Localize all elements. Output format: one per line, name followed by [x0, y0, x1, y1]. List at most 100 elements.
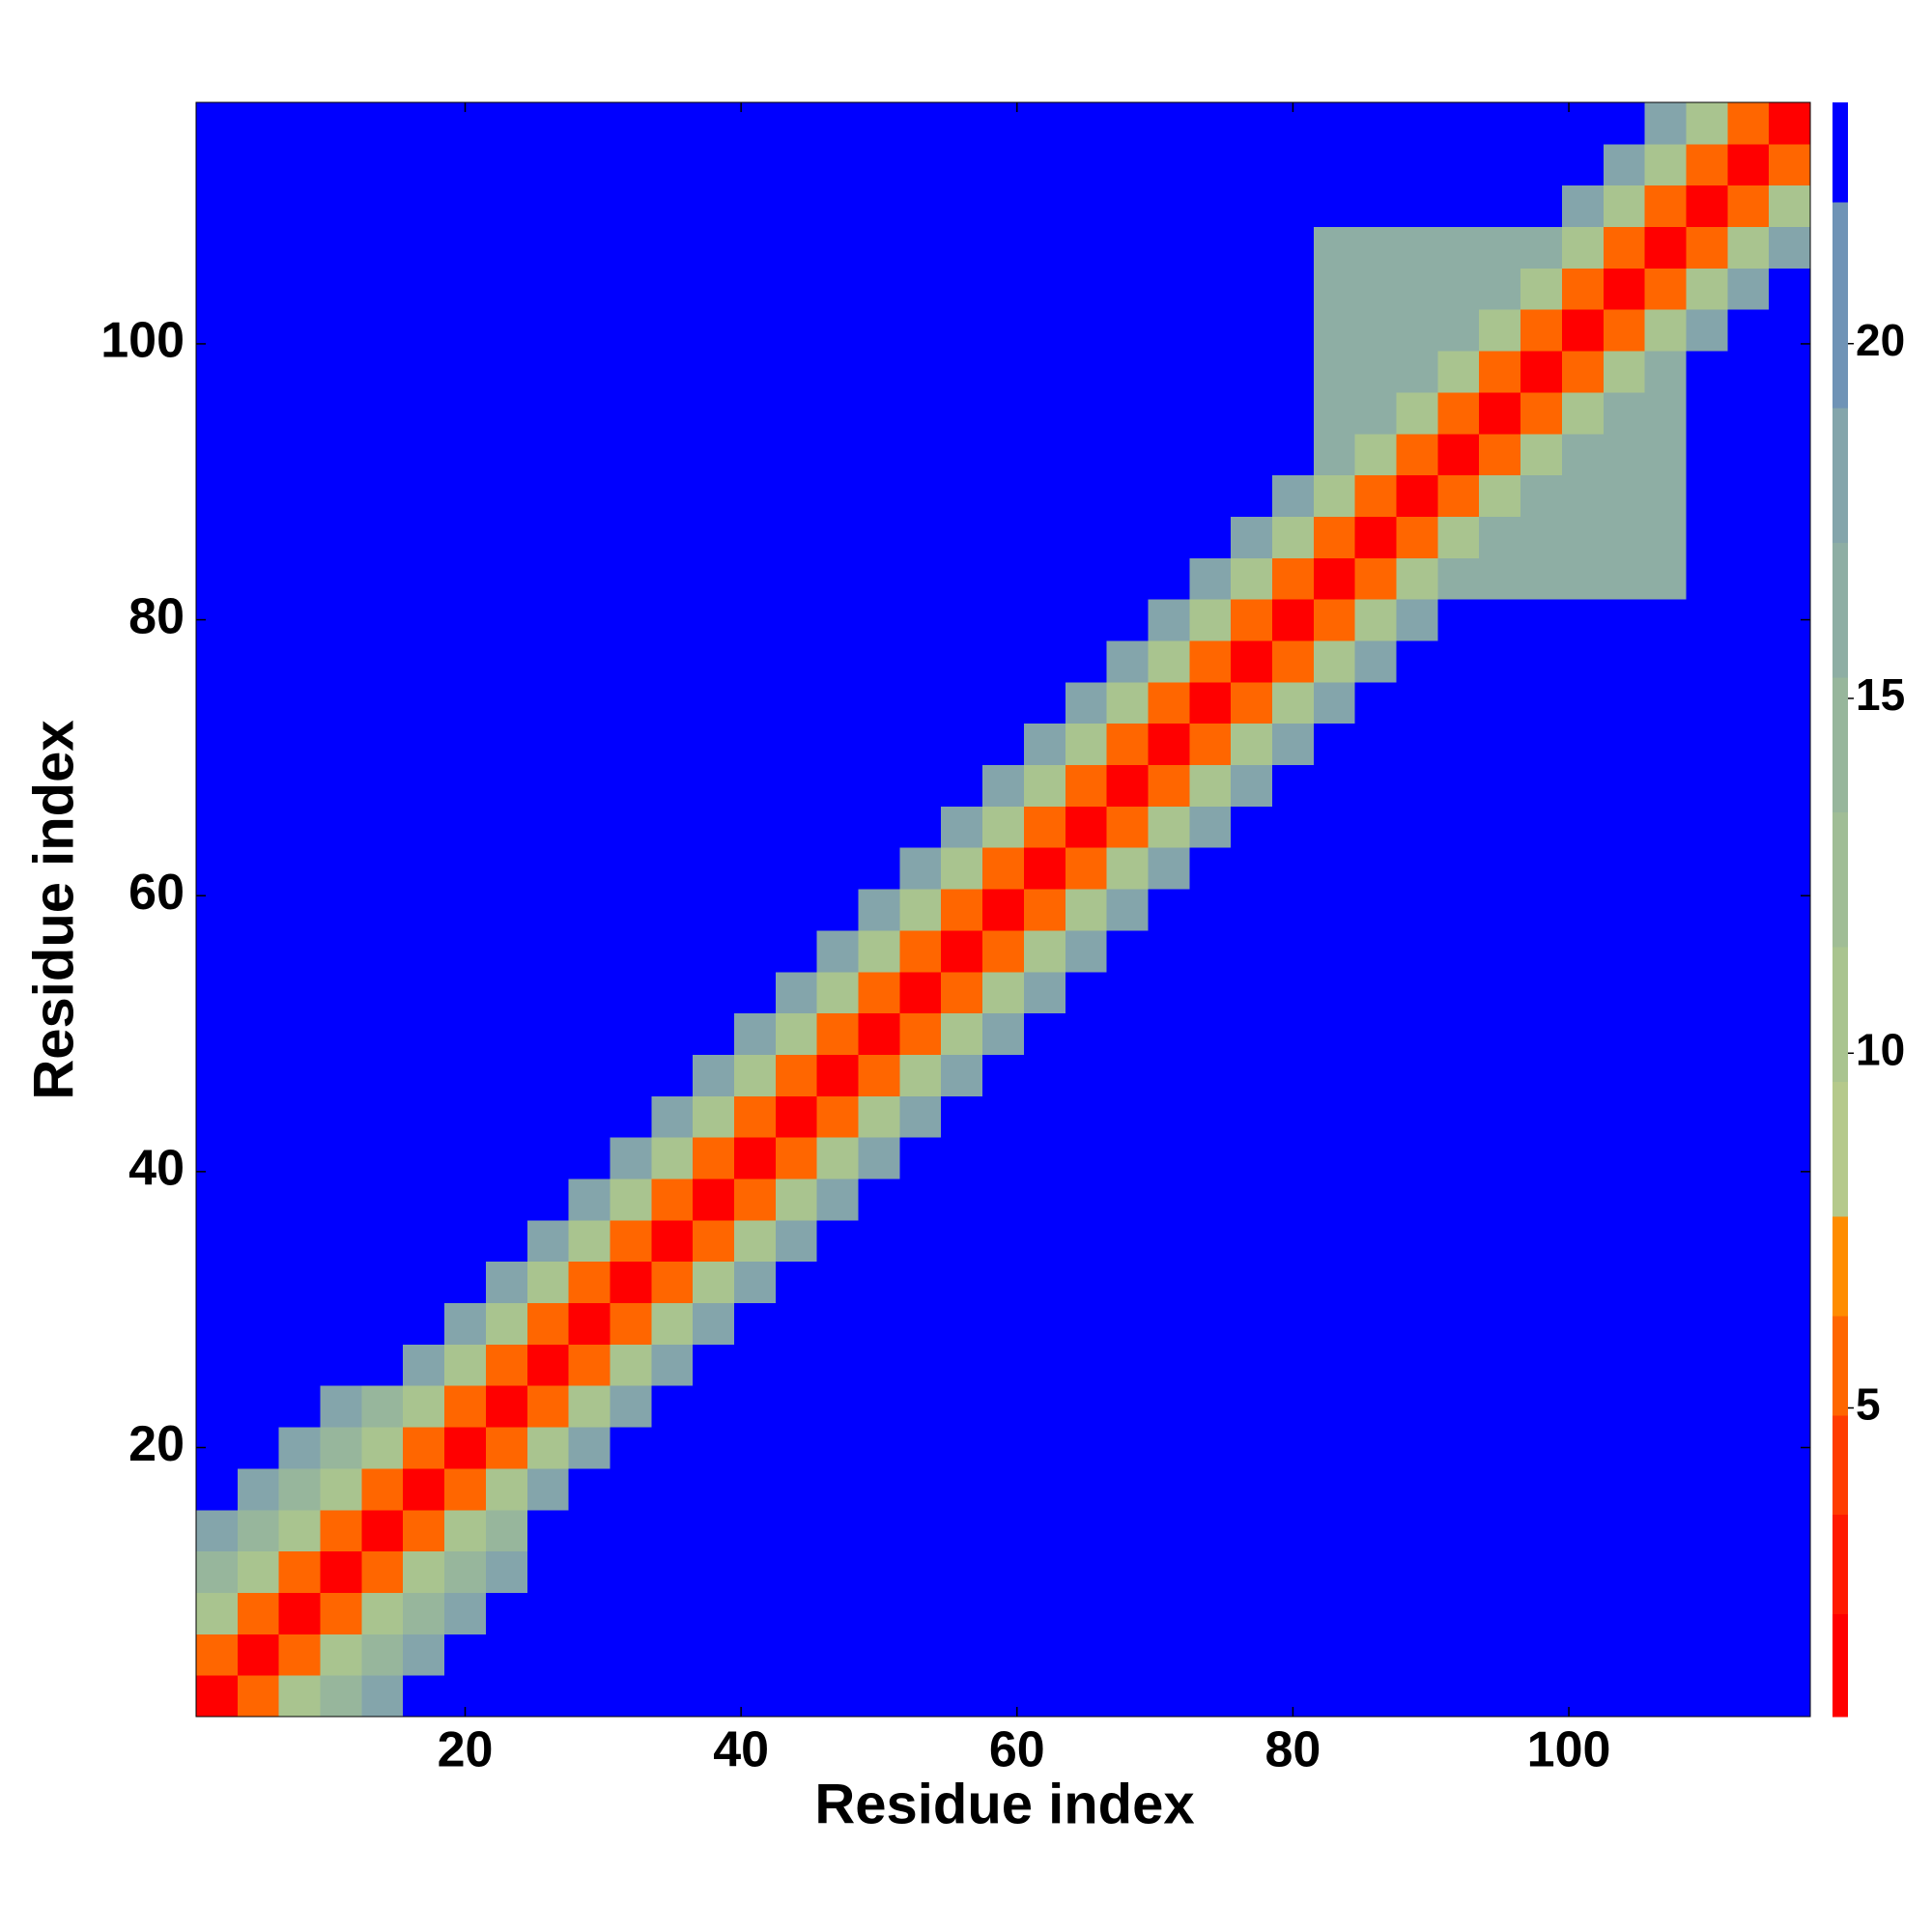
heatmap-cell	[1727, 1137, 1770, 1179]
heatmap-cell	[1231, 516, 1273, 558]
heatmap-cell	[816, 185, 860, 228]
heatmap-cell	[1396, 1427, 1438, 1469]
heatmap-cell	[982, 1219, 1025, 1263]
heatmap-cell	[485, 143, 528, 186]
heatmap-cell	[1479, 102, 1521, 145]
heatmap-cell	[403, 847, 445, 890]
heatmap-cell	[1686, 557, 1728, 600]
heatmap-cell	[444, 640, 487, 683]
heatmap-cell	[1561, 971, 1605, 1014]
heatmap-cell	[361, 1550, 404, 1593]
heatmap-cell	[196, 681, 239, 724]
heatmap-cell	[485, 1344, 528, 1386]
heatmap-cell	[1727, 681, 1770, 724]
heatmap-cell	[1561, 929, 1605, 973]
heatmap-cell	[403, 474, 445, 517]
heatmap-cell	[693, 1012, 735, 1055]
heatmap-cell	[196, 806, 239, 848]
heatmap-cell	[941, 102, 983, 145]
heatmap-cell	[1437, 1261, 1480, 1304]
heatmap-cell	[734, 143, 777, 186]
heatmap-cell	[693, 516, 735, 558]
heatmap-cell	[651, 640, 694, 683]
heatmap-cell	[1023, 516, 1066, 558]
y-tick-label: 40	[128, 1141, 185, 1197]
heatmap-cell	[610, 1675, 652, 1718]
heatmap-cell	[858, 847, 900, 890]
heatmap-cell	[1561, 1509, 1605, 1552]
heatmap-cell	[610, 929, 652, 973]
heatmap-cell	[1354, 474, 1398, 517]
heatmap-cell	[1272, 1550, 1315, 1593]
heatmap-cell	[237, 599, 280, 641]
heatmap-cell	[899, 723, 942, 766]
heatmap-cell	[278, 1509, 322, 1552]
heatmap-cell	[1272, 1427, 1315, 1469]
heatmap-cell	[444, 1261, 487, 1304]
heatmap-cell	[1727, 1634, 1770, 1676]
heatmap-cell	[1520, 971, 1563, 1014]
heatmap-cell	[1686, 640, 1728, 683]
heatmap-cell	[1231, 929, 1273, 973]
heatmap-cell	[982, 889, 1025, 931]
heatmap-cell	[444, 806, 487, 848]
heatmap-cell	[610, 516, 652, 558]
heatmap-cell	[1065, 1634, 1108, 1676]
heatmap-cell	[1396, 599, 1438, 641]
heatmap-cell	[941, 1219, 983, 1263]
heatmap-cell	[485, 1261, 528, 1304]
heatmap-cell	[1396, 889, 1438, 931]
heatmap-cell	[1561, 516, 1605, 558]
heatmap-cell	[1561, 268, 1605, 310]
heatmap-cell	[361, 1467, 404, 1511]
heatmap-cell	[734, 268, 777, 310]
heatmap-cell	[526, 557, 570, 600]
heatmap-cell	[1479, 557, 1521, 600]
heatmap-cell	[941, 1261, 983, 1304]
heatmap-cell	[1272, 1634, 1315, 1676]
heatmap-cell	[982, 1302, 1025, 1345]
heatmap-cell	[403, 433, 445, 476]
heatmap-cell	[858, 1302, 900, 1345]
heatmap-cell	[278, 516, 322, 558]
heatmap-cell	[775, 1634, 818, 1676]
heatmap-cell	[1520, 1261, 1563, 1304]
heatmap-cell	[1644, 1385, 1687, 1428]
heatmap-cell	[1272, 1509, 1315, 1552]
heatmap-cell	[444, 1219, 487, 1263]
heatmap-cell	[1272, 351, 1315, 393]
heatmap-cell	[1520, 929, 1563, 973]
heatmap-cell	[568, 1219, 611, 1263]
heatmap-cell	[816, 268, 860, 310]
heatmap-cell	[982, 599, 1025, 641]
heatmap-cell	[1148, 723, 1190, 766]
heatmap-cell	[444, 1012, 487, 1055]
heatmap-cell	[1561, 723, 1605, 766]
heatmap-cell	[361, 681, 404, 724]
heatmap-cell	[1106, 971, 1149, 1014]
heatmap-cell	[1106, 351, 1149, 393]
heatmap-cell	[1313, 1634, 1356, 1676]
heatmap-cell	[1644, 599, 1687, 641]
heatmap-cell	[941, 391, 983, 435]
heatmap-cell	[775, 557, 818, 600]
heatmap-cell	[196, 1634, 239, 1676]
heatmap-cell	[816, 1427, 860, 1469]
heatmap-cell	[1603, 102, 1646, 145]
heatmap-cell	[196, 557, 239, 600]
heatmap-cell	[1437, 847, 1480, 890]
heatmap-cell	[1686, 847, 1728, 890]
heatmap-cell	[278, 102, 322, 145]
heatmap-cell	[941, 681, 983, 724]
heatmap-cell	[278, 1675, 322, 1718]
heatmap-cell	[1727, 1261, 1770, 1304]
heatmap-cell	[196, 102, 239, 145]
heatmap-cell	[403, 806, 445, 848]
colorbar-segment	[1833, 947, 1848, 1083]
heatmap-cell	[237, 723, 280, 766]
heatmap-cell	[237, 143, 280, 186]
heatmap-cell	[1520, 681, 1563, 724]
heatmap-cell	[982, 1054, 1025, 1096]
heatmap-cell	[858, 1675, 900, 1718]
heatmap-cell	[1106, 806, 1149, 848]
